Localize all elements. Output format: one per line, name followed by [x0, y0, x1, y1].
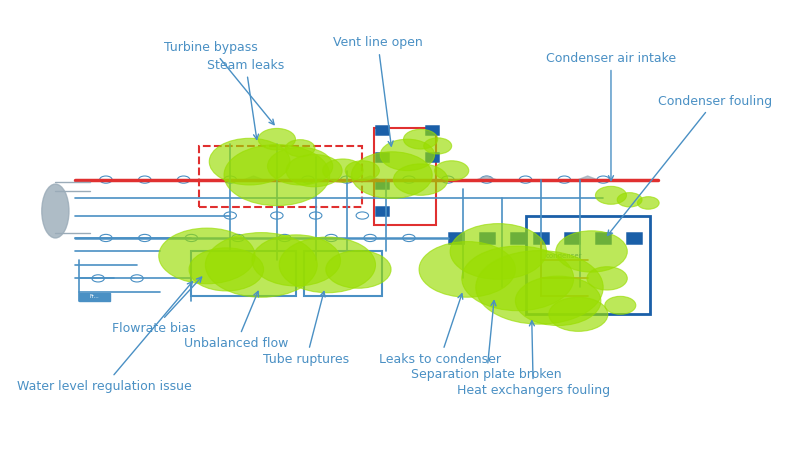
Circle shape: [403, 129, 438, 149]
Bar: [596, 233, 610, 243]
Polygon shape: [361, 176, 379, 180]
Bar: [426, 153, 438, 161]
Bar: [534, 233, 548, 243]
Text: Turbine bypass: Turbine bypass: [164, 41, 274, 125]
Ellipse shape: [42, 184, 69, 238]
Circle shape: [515, 276, 601, 326]
Circle shape: [322, 159, 363, 182]
Circle shape: [189, 248, 264, 291]
Circle shape: [210, 138, 290, 185]
Bar: [510, 233, 525, 243]
Bar: [375, 207, 388, 215]
Text: Steam leaks: Steam leaks: [207, 59, 284, 139]
Circle shape: [224, 145, 330, 206]
Text: Flowrate bias: Flowrate bias: [112, 277, 202, 335]
Circle shape: [286, 154, 342, 187]
Circle shape: [252, 235, 341, 286]
Bar: [375, 126, 388, 134]
Circle shape: [549, 297, 608, 331]
Text: Heat exchangers fouling: Heat exchangers fouling: [457, 321, 610, 397]
Circle shape: [326, 251, 391, 288]
Circle shape: [434, 161, 469, 180]
Circle shape: [206, 233, 318, 297]
Circle shape: [419, 242, 515, 297]
Text: condenser: condenser: [546, 253, 582, 259]
Circle shape: [394, 164, 448, 195]
Text: Leaks to condenser: Leaks to condenser: [379, 294, 501, 365]
Circle shape: [638, 197, 659, 209]
Circle shape: [450, 224, 546, 279]
Text: Condenser fouling: Condenser fouling: [607, 95, 772, 235]
Bar: [191, 251, 296, 296]
Bar: [565, 233, 579, 243]
Bar: [480, 233, 494, 243]
Text: Fr...: Fr...: [90, 294, 99, 299]
Circle shape: [595, 186, 626, 204]
Circle shape: [267, 147, 333, 185]
Bar: [449, 233, 462, 243]
Text: Tube ruptures: Tube ruptures: [263, 291, 350, 365]
Bar: [78, 293, 110, 301]
Bar: [374, 128, 436, 224]
Bar: [375, 153, 388, 161]
Circle shape: [351, 152, 432, 198]
Circle shape: [258, 128, 295, 150]
Polygon shape: [478, 176, 496, 180]
Polygon shape: [244, 176, 263, 180]
Bar: [375, 180, 388, 188]
Circle shape: [380, 139, 434, 171]
Polygon shape: [578, 176, 597, 180]
Bar: [627, 233, 642, 243]
Bar: [199, 146, 362, 207]
Bar: [426, 126, 438, 134]
Circle shape: [617, 193, 642, 207]
Circle shape: [462, 246, 574, 311]
Bar: [304, 251, 382, 296]
Circle shape: [286, 140, 315, 157]
Circle shape: [556, 231, 627, 272]
Text: Unbalanced flow: Unbalanced flow: [184, 291, 289, 350]
Text: Vent line open: Vent line open: [333, 36, 422, 146]
Bar: [526, 216, 650, 314]
Circle shape: [587, 267, 627, 290]
Circle shape: [476, 251, 603, 324]
Text: Separation plate broken: Separation plate broken: [411, 301, 562, 381]
Circle shape: [158, 228, 255, 284]
Circle shape: [346, 161, 379, 180]
Circle shape: [279, 237, 375, 293]
Text: Condenser air intake: Condenser air intake: [546, 52, 676, 180]
Text: Water level regulation issue: Water level regulation issue: [17, 282, 193, 392]
Circle shape: [424, 138, 452, 154]
Circle shape: [605, 296, 636, 314]
